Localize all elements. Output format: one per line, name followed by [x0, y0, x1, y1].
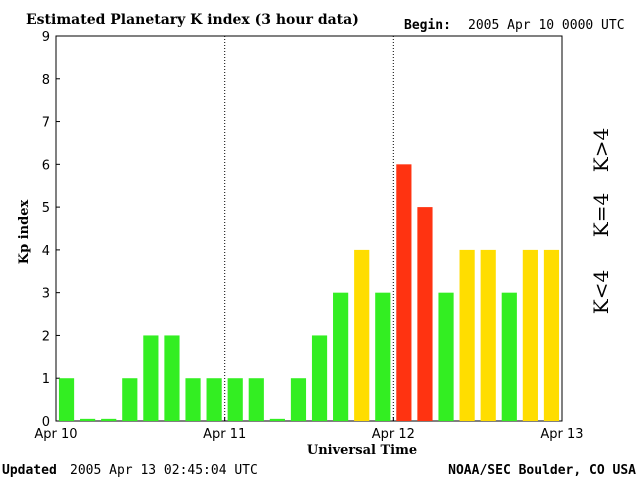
kp-bar — [417, 207, 433, 421]
legend-k-equal-4: K=4 — [589, 193, 613, 237]
y-tick-label: 4 — [42, 244, 50, 259]
kp-bar — [101, 418, 117, 421]
source-credit: NOAA/SEC Boulder, CO USA — [448, 463, 636, 478]
x-tick-label: Apr 11 — [203, 427, 246, 442]
kp-bar — [375, 292, 391, 421]
x-axis-ticks: Apr 10 Apr 11 Apr 12 Apr 13 — [34, 417, 584, 442]
kp-bar — [543, 249, 560, 421]
kp-bar — [206, 378, 222, 421]
x-tick-label: Apr 12 — [372, 427, 415, 442]
kp-bars — [58, 164, 560, 421]
kp-bar — [438, 292, 454, 421]
kp-bar — [269, 418, 285, 421]
y-axis-label: Kp index — [17, 200, 32, 265]
x-tick-label: Apr 13 — [540, 427, 583, 442]
kp-bar — [459, 249, 475, 421]
kp-bar — [333, 292, 349, 421]
kp-bar — [354, 249, 370, 421]
y-tick-label: 9 — [42, 30, 50, 45]
updated-value: 2005 Apr 13 02:45:04 UTC — [70, 463, 258, 478]
kp-bar — [122, 378, 138, 421]
legend-k-less-than-4: K<4 — [589, 270, 613, 314]
y-tick-label: 3 — [42, 287, 50, 302]
updated-label: Updated — [2, 463, 57, 478]
y-tick-label: 6 — [42, 158, 50, 173]
kp-bar — [248, 378, 264, 421]
kp-bar — [311, 335, 328, 421]
x-axis-label: Universal Time — [307, 443, 417, 458]
y-tick-label: 1 — [42, 372, 50, 387]
kp-bar — [143, 335, 159, 421]
y-tick-label: 8 — [42, 73, 50, 88]
kp-bar — [290, 378, 307, 421]
kp-bar — [227, 378, 243, 421]
kp-bar — [522, 249, 538, 421]
kp-bar — [164, 335, 180, 421]
y-tick-label: 2 — [42, 329, 50, 344]
kp-bar — [80, 418, 96, 421]
y-tick-label: 0 — [42, 415, 50, 430]
y-tick-label: 7 — [42, 116, 50, 131]
begin-value: 2005 Apr 10 0000 UTC — [468, 18, 625, 33]
legend-k-greater-than-4: K>4 — [589, 128, 613, 172]
kp-bar — [480, 249, 496, 421]
kp-bar — [396, 164, 412, 421]
plot-frame — [55, 35, 563, 422]
kp-bar — [185, 378, 201, 421]
kp-bar — [501, 292, 517, 421]
y-axis-ticks: 0 1 2 3 4 5 6 7 8 9 — [42, 30, 60, 430]
x-tick-label: Apr 10 — [34, 427, 77, 442]
chart-title: Estimated Planetary K index (3 hour data… — [26, 12, 359, 28]
begin-label: Begin: — [404, 18, 451, 33]
y-tick-label: 5 — [42, 201, 50, 216]
kp-bar — [58, 378, 75, 421]
